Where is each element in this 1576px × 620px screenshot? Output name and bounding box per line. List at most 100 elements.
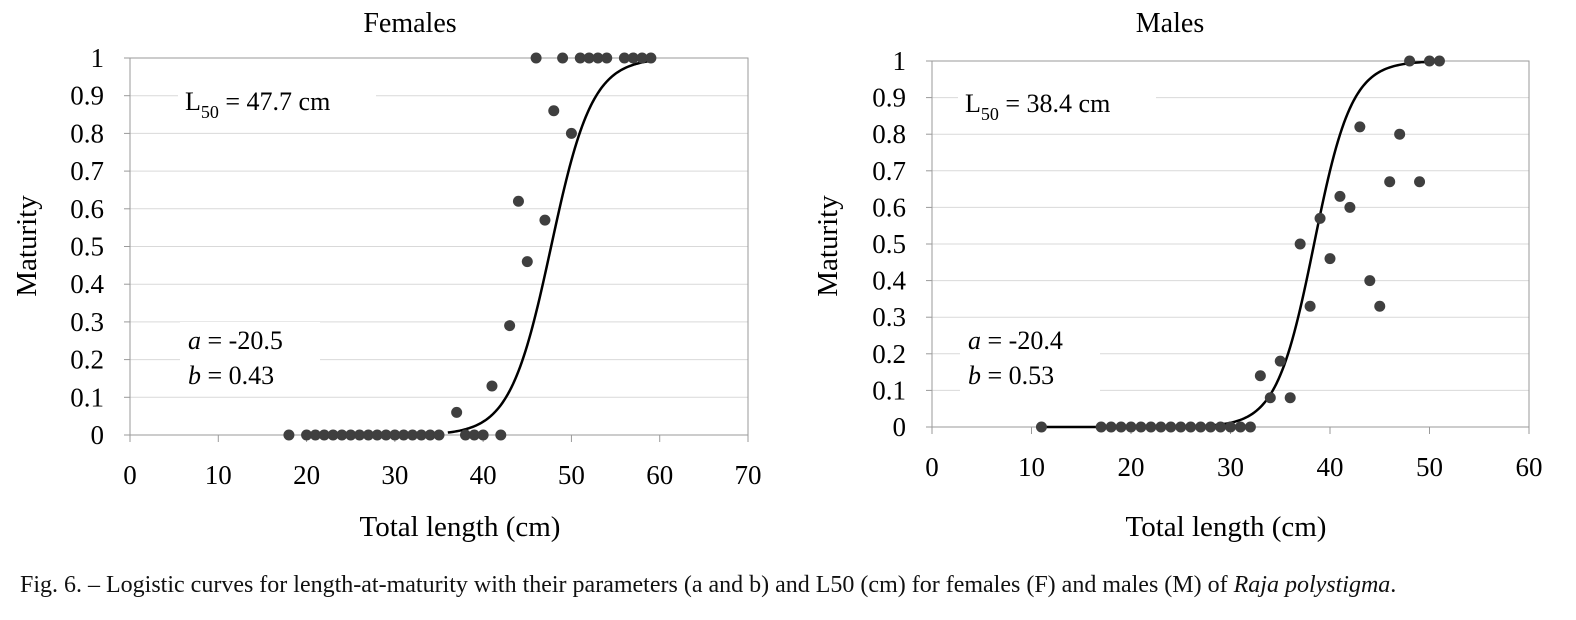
males-y-tick-label: 0.7: [872, 156, 906, 186]
caption-end: .: [1390, 572, 1397, 598]
females-data-point: [380, 429, 392, 441]
males-data-point: [1115, 421, 1127, 433]
males-y-tick-label: 1: [893, 46, 907, 76]
males-data-point: [1105, 421, 1117, 433]
males-y-ticks: 0 0.1 0.2 0.3 0.4 0.5 0.6 0.7 0.8 0.9 1: [872, 46, 932, 442]
males-data-point: [1294, 238, 1306, 250]
males-data-point: [1364, 275, 1376, 287]
males-y-axis-label: Maturity: [812, 195, 844, 297]
females-data-point: [512, 195, 524, 207]
females-logistic-curve: [447, 59, 652, 434]
females-b-annotation: b = 0.43: [188, 361, 274, 390]
males-data-point: [1145, 421, 1157, 433]
males-x-tick-label: 30: [1217, 452, 1244, 482]
figure-caption: Fig. 6. – Logistic curves for length-at-…: [20, 572, 1560, 599]
females-x-ticks: 0 10 20 30 40 50 60 70: [123, 435, 762, 490]
females-l50-value: = 47.7 cm: [219, 87, 330, 116]
females-data-point: [627, 52, 639, 64]
females-b-var: b: [188, 361, 201, 390]
males-l50-annotation: L50 = 38.4 cm: [965, 89, 1110, 124]
females-data-point: [309, 429, 321, 441]
females-data-point: [468, 429, 480, 441]
males-y-tick-label: 0.2: [872, 339, 906, 369]
females-data-point: [592, 52, 604, 64]
females-data-point: [539, 214, 551, 226]
females-l50-background: [178, 80, 376, 120]
females-data-point: [618, 52, 630, 64]
females-b-value: = 0.43: [201, 361, 274, 390]
females-data-point: [415, 429, 427, 441]
males-data-point: [1225, 421, 1236, 433]
males-y-tick-label: 0: [893, 412, 907, 442]
females-data-point: [283, 429, 295, 441]
males-y-tick-label: 0.5: [872, 229, 906, 259]
females-data-point: [583, 52, 595, 64]
females-l50-annotation: L50 = 47.7 cm: [185, 87, 330, 122]
females-data-point: [407, 429, 419, 441]
males-y-tick-label: 0.3: [872, 302, 906, 332]
males-b-value: = 0.53: [981, 361, 1054, 390]
females-x-tick-label: 40: [470, 460, 497, 490]
females-data-point: [398, 429, 410, 441]
females-x-tick-label: 30: [381, 460, 408, 490]
females-data-point: [574, 52, 586, 64]
females-l50-subscript: 50: [201, 102, 219, 122]
females-x-axis-label: Total length (cm): [360, 511, 561, 543]
males-data-point: [1155, 421, 1167, 433]
males-panel: Males 0 0.1 0.2 0.3 0.4 0.5 0.6 0.7 0.8 0.9 1 0 10 2…: [812, 8, 1543, 543]
males-data-point: [1165, 421, 1177, 433]
males-params-background: [960, 322, 1100, 394]
females-data-point: [601, 52, 613, 64]
females-a-var: a: [188, 326, 201, 355]
females-y-tick-label: 1: [91, 43, 105, 73]
males-data-point: [1095, 421, 1107, 433]
females-data-point: [521, 256, 533, 268]
females-panel: Females 0 0.1 0.2 0.3 0.4 0.5 0.6 0.7 0.8 0.9 1 0 1…: [11, 8, 762, 543]
males-x-ticks: 0 10 20 30 40 50 60: [925, 427, 1543, 482]
males-b-annotation: b = 0.53: [968, 361, 1054, 390]
males-data-point: [1414, 176, 1426, 188]
females-data-point: [451, 406, 463, 418]
males-x-tick-label: 50: [1416, 452, 1443, 482]
males-data-point: [1344, 201, 1356, 213]
females-data-point: [424, 429, 436, 441]
females-title: Females: [363, 8, 456, 39]
females-y-tick-label: 0.4: [70, 269, 104, 299]
males-y-tick-label: 0.8: [872, 119, 906, 149]
females-data-point: [636, 52, 648, 64]
males-data-point: [1244, 421, 1256, 433]
males-data-point: [1324, 253, 1336, 265]
females-data-point: [389, 429, 401, 441]
females-data-point: [433, 429, 445, 441]
males-title: Males: [1136, 8, 1204, 39]
females-y-tick-label: 0.2: [70, 345, 104, 375]
males-data-point: [1374, 300, 1386, 312]
females-data-point: [495, 429, 507, 441]
females-y-tick-label: 0.6: [70, 194, 104, 224]
females-data-point: [371, 429, 383, 441]
females-y-tick-label: 0.5: [70, 232, 104, 262]
females-x-tick-label: 10: [205, 460, 232, 490]
females-y-tick-label: 0.9: [70, 81, 104, 111]
males-x-tick-label: 60: [1516, 452, 1543, 482]
females-y-tick-label: 0.7: [70, 156, 104, 186]
males-y-tick-label: 0.4: [872, 266, 906, 296]
males-data-point: [1185, 421, 1197, 433]
males-a-value: = -20.4: [981, 326, 1063, 355]
females-data-point: [477, 429, 489, 441]
males-data-point: [1195, 421, 1207, 433]
females-a-annotation: a = -20.5: [188, 326, 283, 355]
females-y-tick-label: 0: [91, 420, 105, 450]
females-x-tick-label: 70: [735, 460, 762, 490]
males-a-var: a: [968, 326, 981, 355]
males-data-points: [1035, 55, 1445, 433]
males-x-tick-label: 0: [925, 452, 939, 482]
females-data-point: [345, 429, 357, 441]
males-data-point: [1404, 55, 1416, 67]
males-data-point: [1035, 421, 1047, 433]
males-l50-background: [958, 82, 1156, 122]
females-y-tick-label: 0.3: [70, 307, 104, 337]
males-y-tick-label: 0.9: [872, 83, 906, 113]
figure: Females 0 0.1 0.2 0.3 0.4 0.5 0.6 0.7 0.8 0.9 1 0 1…: [11, 8, 1543, 543]
males-data-point: [1424, 55, 1435, 67]
